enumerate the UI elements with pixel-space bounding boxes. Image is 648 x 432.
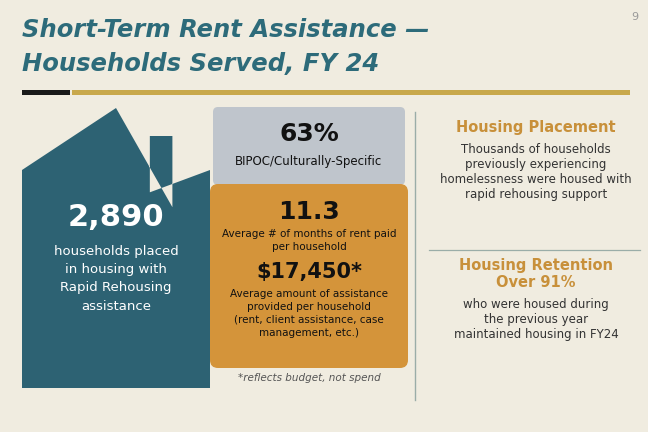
Text: previously experiencing: previously experiencing: [465, 158, 607, 171]
Text: 2,890: 2,890: [67, 203, 165, 232]
Text: 9: 9: [631, 12, 638, 22]
Bar: [22, 90, 70, 95]
Text: per household: per household: [272, 242, 347, 252]
Text: BIPOC/Culturally-Specific: BIPOC/Culturally-Specific: [235, 156, 382, 168]
Text: (rent, client assistance, case: (rent, client assistance, case: [234, 315, 384, 325]
Text: Average # of months of rent paid: Average # of months of rent paid: [222, 229, 396, 239]
Text: households placed: households placed: [54, 245, 178, 258]
Text: 11.3: 11.3: [278, 200, 340, 224]
Text: management, etc.): management, etc.): [259, 328, 359, 338]
Text: in housing with: in housing with: [65, 264, 167, 276]
Text: $17,450*: $17,450*: [256, 262, 362, 282]
Text: rapid rehousing support: rapid rehousing support: [465, 188, 607, 201]
Text: *reflects budget, not spend: *reflects budget, not spend: [238, 373, 380, 383]
FancyBboxPatch shape: [210, 184, 408, 368]
Text: assistance: assistance: [81, 299, 151, 312]
Text: homelessness were housed with: homelessness were housed with: [440, 173, 632, 186]
Text: Housing Retention: Housing Retention: [459, 258, 613, 273]
Bar: [72, 90, 630, 95]
Text: Over 91%: Over 91%: [496, 275, 576, 290]
Text: Rapid Rehousing: Rapid Rehousing: [60, 282, 172, 295]
Text: Housing Placement: Housing Placement: [456, 120, 616, 135]
Text: Thousands of households: Thousands of households: [461, 143, 611, 156]
Text: 63%: 63%: [279, 122, 339, 146]
Polygon shape: [22, 108, 210, 388]
Text: Households Served, FY 24: Households Served, FY 24: [22, 52, 379, 76]
Text: Short-Term Rent Assistance —: Short-Term Rent Assistance —: [22, 18, 430, 42]
FancyBboxPatch shape: [213, 107, 405, 185]
Text: the previous year: the previous year: [484, 313, 588, 326]
Text: Average amount of assistance: Average amount of assistance: [230, 289, 388, 299]
Text: who were housed during: who were housed during: [463, 298, 609, 311]
Text: provided per household: provided per household: [247, 302, 371, 312]
Text: maintained housing in FY24: maintained housing in FY24: [454, 328, 618, 341]
